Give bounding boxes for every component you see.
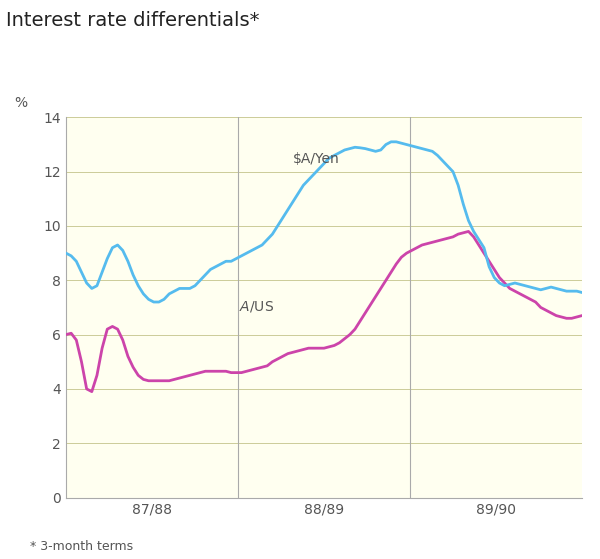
Text: * 3-month terms: * 3-month terms bbox=[30, 541, 133, 553]
Text: %: % bbox=[14, 96, 28, 110]
Text: $A/Yen: $A/Yen bbox=[293, 152, 340, 166]
Text: $A/$US: $A/$US bbox=[239, 299, 274, 314]
Text: Interest rate differentials*: Interest rate differentials* bbox=[6, 11, 260, 30]
